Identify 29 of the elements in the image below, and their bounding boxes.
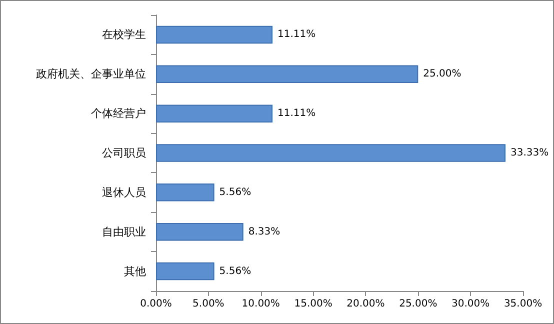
data-label: 5.56% <box>219 266 252 277</box>
bar <box>156 65 418 84</box>
x-tick-label: 25.00% <box>399 298 438 310</box>
y-tick-label: 其他 <box>124 264 146 278</box>
y-tick-label: 政府机关、企事业单位 <box>36 68 146 81</box>
bar <box>156 144 506 162</box>
bar <box>156 104 272 122</box>
data-label: 11.11% <box>277 29 316 40</box>
x-tick-label: 0.00% <box>140 298 172 310</box>
x-tick-label: 30.00% <box>452 298 490 310</box>
bar <box>156 222 244 241</box>
data-label: 33.33% <box>510 148 549 158</box>
y-tick-label: 自由职业 <box>102 225 146 238</box>
data-label: 25.00% <box>423 68 462 80</box>
x-tick-label: 5.00% <box>192 298 224 310</box>
bar <box>156 262 214 280</box>
bar <box>156 26 272 44</box>
y-tick-label: 在校学生 <box>102 28 146 42</box>
y-tick-label: 公司职员 <box>102 146 146 160</box>
x-tick-label: 10.00% <box>242 298 280 310</box>
y-tick-label: 个体经营户 <box>91 107 146 120</box>
data-label: 11.11% <box>277 108 316 120</box>
bar <box>156 184 214 202</box>
x-tick-label: 20.00% <box>346 298 385 310</box>
x-tick-label: 15.00% <box>294 298 332 310</box>
y-tick-label: 退休人员 <box>102 186 146 199</box>
x-tick-label: 35.00% <box>504 298 542 310</box>
data-label: 8.33% <box>248 226 280 238</box>
data-label: 5.56% <box>219 186 252 198</box>
